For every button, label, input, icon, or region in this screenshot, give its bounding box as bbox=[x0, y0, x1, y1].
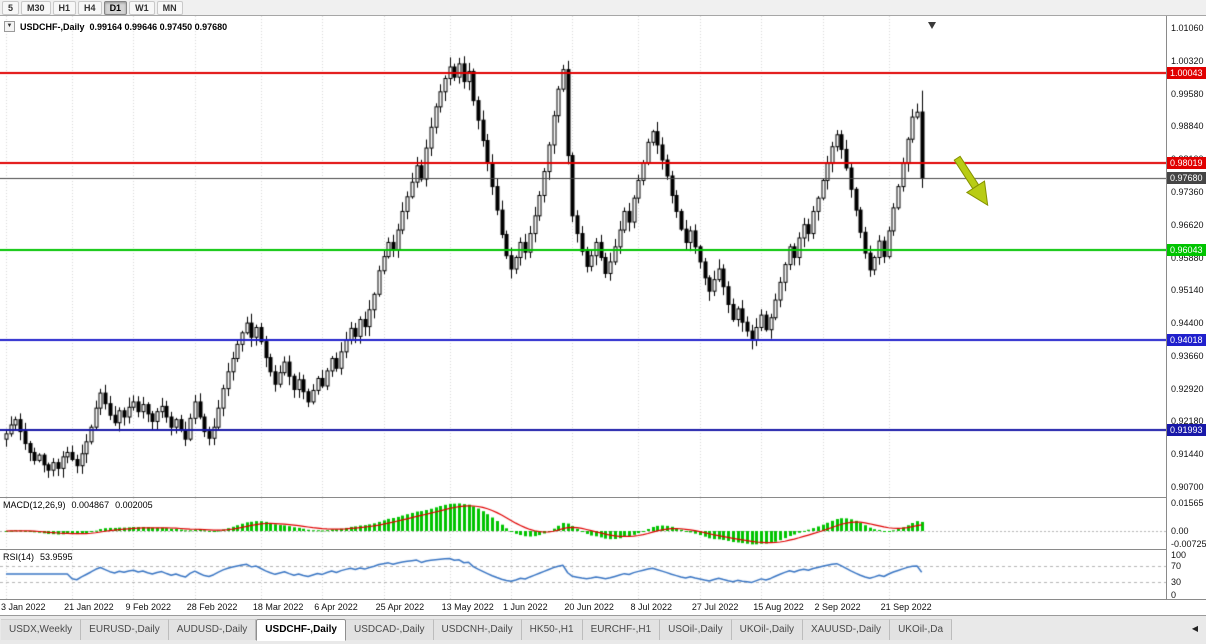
macd-panel-separator[interactable] bbox=[0, 497, 1206, 498]
chart-tab-usoil-daily[interactable]: USOil-,Daily bbox=[660, 619, 732, 640]
rsi-name: RSI(14) bbox=[3, 552, 35, 562]
price-axis-label: 0.92180 bbox=[1171, 416, 1204, 427]
price-axis-label: 0.98840 bbox=[1171, 121, 1204, 132]
chart-tab-eurusd-daily[interactable]: EURUSD-,Daily bbox=[81, 619, 169, 640]
tab-scroll-left-icon[interactable]: ◀ bbox=[1191, 624, 1198, 633]
price-axis-label: 0.95880 bbox=[1171, 252, 1204, 263]
macd-label: MACD(12,26,9) 0.004867 0.002005 bbox=[3, 500, 153, 510]
timeframe-button-5[interactable]: 5 bbox=[2, 0, 20, 15]
time-axis-label: 1 Jun 2022 bbox=[503, 602, 548, 612]
time-axis-label: 15 Aug 2022 bbox=[753, 602, 804, 612]
chart-tab-hk50-h1[interactable]: HK50-,H1 bbox=[521, 619, 583, 640]
price-axis-label: 0.92920 bbox=[1171, 383, 1204, 394]
rsi-value: 53.9595 bbox=[40, 552, 73, 562]
level-price-tag: 1.00043 bbox=[1167, 67, 1206, 80]
level-price-tag: 0.91993 bbox=[1167, 423, 1206, 436]
rsi-axis-label: 70 bbox=[1171, 560, 1182, 571]
timeframe-button-mn[interactable]: MN bbox=[156, 0, 183, 15]
macd-axis-label: 0.01565 bbox=[1171, 498, 1204, 508]
time-axis-label: 6 Apr 2022 bbox=[314, 602, 358, 612]
timeframe-toolbar: 5 M30 H1 H4 D1 W1 MN bbox=[0, 0, 1206, 16]
timeframe-button-w1[interactable]: W1 bbox=[129, 0, 155, 15]
chart-title: ▼ USDCHF-,Daily 0.99164 0.99646 0.97450 … bbox=[4, 21, 227, 32]
chart-tab-usdchf-daily[interactable]: USDCHF-,Daily bbox=[256, 619, 346, 641]
time-axis-label: 18 Mar 2022 bbox=[252, 602, 304, 612]
macd-main-value: 0.004867 bbox=[71, 500, 110, 510]
price-axis-label: 0.97360 bbox=[1171, 186, 1204, 197]
sell-arrow-drawing[interactable] bbox=[946, 146, 998, 218]
price-axis-label: 0.91440 bbox=[1171, 449, 1204, 460]
rsi-axis-label: 30 bbox=[1171, 577, 1182, 588]
level-price-tag: 0.96043 bbox=[1167, 244, 1206, 257]
time-axis-separator bbox=[0, 599, 1206, 600]
price-chart-canvas[interactable] bbox=[0, 16, 1166, 497]
arrow-shaft bbox=[953, 155, 980, 190]
time-axis-label: 3 Jan 2022 bbox=[1, 602, 46, 612]
price-axis-label: 1.01060 bbox=[1171, 23, 1204, 33]
chart-tab-xauusd-daily[interactable]: XAUUSD-,Daily bbox=[803, 619, 891, 640]
time-axis-label: 28 Feb 2022 bbox=[186, 602, 238, 612]
rsi-canvas[interactable] bbox=[0, 550, 1166, 599]
chart-tab-usdx-weekly[interactable]: USDX,Weekly bbox=[1, 619, 82, 640]
symbol-dropdown-icon[interactable]: ▼ bbox=[4, 21, 15, 32]
level-price-tag: 0.98019 bbox=[1167, 156, 1206, 169]
chart-tab-ukoil-da[interactable]: UKOil-,Da bbox=[890, 619, 953, 640]
timeframe-button-m30[interactable]: M30 bbox=[21, 0, 51, 15]
chart-tab-ukoil-daily[interactable]: UKOil-,Daily bbox=[731, 619, 804, 640]
time-axis-label: 2 Sep 2022 bbox=[814, 602, 861, 612]
rsi-axis-label: 100 bbox=[1171, 550, 1187, 560]
price-axis-label: 0.94400 bbox=[1171, 318, 1204, 329]
price-axis-label: 0.99580 bbox=[1171, 88, 1204, 99]
chart-ohlc-values: 0.99164 0.99646 0.97450 0.97680 bbox=[89, 21, 228, 32]
price-axis-label: 0.96620 bbox=[1171, 219, 1204, 230]
price-axis-label: 0.95140 bbox=[1171, 285, 1204, 296]
macd-axis-label: 0.00 bbox=[1171, 526, 1189, 537]
time-axis-label: 13 May 2022 bbox=[441, 602, 494, 612]
rsi-axis-label: 0 bbox=[1171, 590, 1177, 600]
price-axis-label: 0.90700 bbox=[1171, 482, 1204, 492]
timeframe-button-h4[interactable]: H4 bbox=[78, 0, 102, 15]
rsi-panel-separator[interactable] bbox=[0, 549, 1206, 550]
price-axis-label: 1.00320 bbox=[1171, 55, 1204, 66]
timeframe-button-d1[interactable]: D1 bbox=[103, 0, 128, 15]
timeframe-button-h1[interactable]: H1 bbox=[52, 0, 77, 15]
time-axis[interactable]: 3 Jan 2022 21 Jan 2022 9 Feb 2022 28 Feb 20… bbox=[0, 600, 1166, 615]
macd-name: MACD(12,26,9) bbox=[3, 500, 66, 510]
chart-tab-usdcad-daily[interactable]: USDCAD-,Daily bbox=[345, 619, 434, 640]
bid-price-tag: 0.97680 bbox=[1167, 171, 1206, 184]
chart-tab-audusd-daily[interactable]: AUDUSD-,Daily bbox=[168, 619, 257, 640]
level-price-tag: 0.94018 bbox=[1167, 333, 1206, 346]
chart-symbol-label: USDCHF-,Daily bbox=[20, 21, 85, 32]
chart-tab-usdcnh-daily[interactable]: USDCNH-,Daily bbox=[433, 619, 522, 640]
arrow-head bbox=[965, 180, 989, 207]
macd-axis-label: -0.00725 bbox=[1171, 539, 1206, 549]
price-axis-label: 0.93660 bbox=[1171, 350, 1204, 361]
time-axis-label: 9 Feb 2022 bbox=[125, 602, 171, 612]
chart-tab-eurchf-h1[interactable]: EURCHF-,H1 bbox=[582, 619, 661, 640]
time-axis-label: 27 Jul 2022 bbox=[691, 602, 739, 612]
time-axis-label: 21 Jan 2022 bbox=[64, 602, 114, 612]
time-axis-label: 8 Jul 2022 bbox=[630, 602, 673, 612]
chart-tab-bar: USDX,Weekly EURUSD-,Daily AUDUSD-,Daily USD… bbox=[0, 615, 1206, 644]
time-axis-label: 21 Sep 2022 bbox=[880, 602, 932, 612]
rsi-label: RSI(14) 53.9595 bbox=[3, 552, 73, 562]
macd-signal-value: 0.002005 bbox=[115, 500, 153, 510]
time-axis-label: 25 Apr 2022 bbox=[375, 602, 425, 612]
time-axis-label: 20 Jun 2022 bbox=[564, 602, 614, 612]
macd-canvas[interactable] bbox=[0, 498, 1166, 549]
chart-shift-marker-icon[interactable] bbox=[928, 22, 936, 29]
price-axis[interactable]: 1.010601.003200.995800.988400.981000.973… bbox=[1166, 16, 1206, 600]
